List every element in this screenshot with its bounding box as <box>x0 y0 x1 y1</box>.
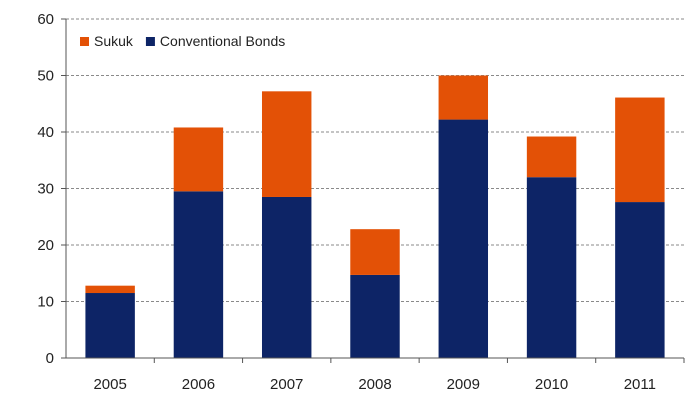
y-tick-labels: 0 10 20 30 40 50 60 <box>37 11 54 367</box>
legend-label-sukuk: Sukuk <box>94 33 134 49</box>
x-tick-label: 2008 <box>358 376 391 393</box>
axes <box>61 18 685 363</box>
y-tick-label: 60 <box>37 11 54 28</box>
bar-conventional-bonds-2009 <box>438 119 489 358</box>
x-tick-label: 2006 <box>182 376 215 393</box>
x-tick-labels: 2005 2006 2007 2008 2009 2010 2011 <box>93 376 656 393</box>
gridlines <box>66 18 684 302</box>
y-tick-label: 10 <box>37 294 54 311</box>
legend-swatch-conventional-bonds <box>145 37 155 46</box>
bar-sukuk-2007 <box>261 91 312 197</box>
bar-sukuk-2006 <box>173 127 224 192</box>
bar-conventional-bonds-2010 <box>526 177 577 358</box>
x-tick-label: 2011 <box>624 376 656 393</box>
x-tick-label: 2010 <box>535 376 568 393</box>
legend-swatch-sukuk <box>80 37 89 46</box>
bar-sukuk-2011 <box>615 97 665 203</box>
bar-conventional-bonds-2007 <box>261 196 312 358</box>
legend: Sukuk Conventional Bonds <box>80 33 285 49</box>
y-tick-label: 50 <box>37 68 54 85</box>
bars <box>85 75 665 358</box>
x-tick-label: 2005 <box>93 376 126 393</box>
bar-sukuk-2008 <box>350 229 400 275</box>
bar-sukuk-2010 <box>526 136 577 178</box>
bar-conventional-bonds-2005 <box>85 293 135 358</box>
bar-conventional-bonds-2008 <box>350 274 400 358</box>
bar-sukuk-2009 <box>438 75 489 120</box>
y-tick-label: 0 <box>46 350 54 367</box>
y-tick-label: 20 <box>37 237 54 254</box>
bar-sukuk-2005 <box>85 285 135 294</box>
x-tick-label: 2009 <box>447 376 480 393</box>
bar-conventional-bonds-2011 <box>615 202 665 358</box>
y-tick-label: 30 <box>37 181 54 198</box>
y-tick-label: 40 <box>37 124 54 141</box>
x-tick-label: 2007 <box>270 376 303 393</box>
legend-label-conventional-bonds: Conventional Bonds <box>160 33 285 49</box>
bar-conventional-bonds-2006 <box>173 191 224 358</box>
